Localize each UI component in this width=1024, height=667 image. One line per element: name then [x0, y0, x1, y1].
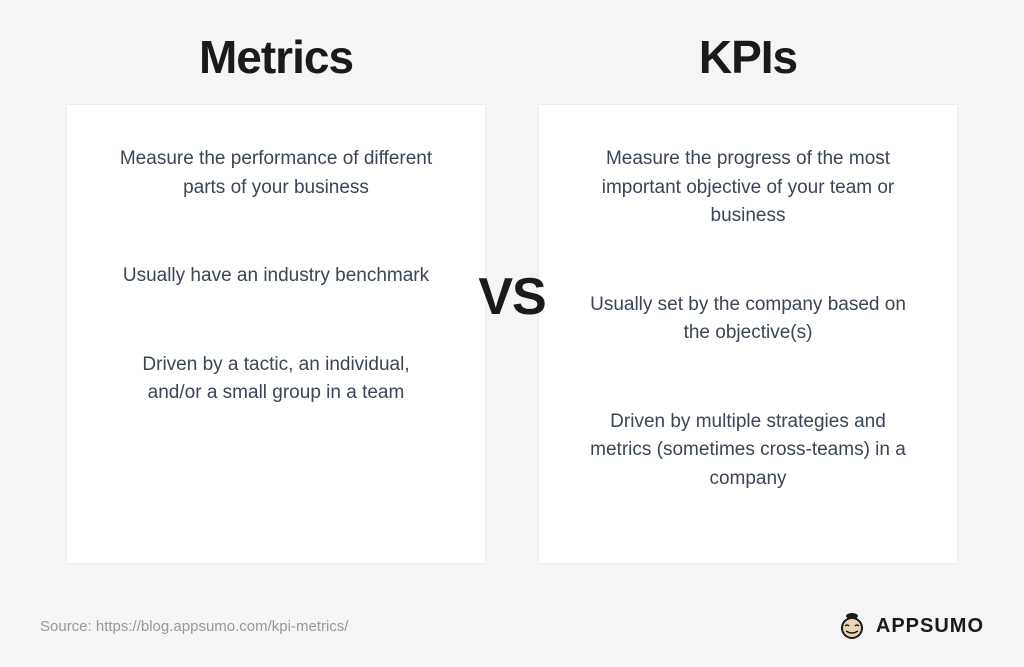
footer: Source: https://blog.appsumo.com/kpi-met…: [40, 610, 984, 642]
right-title: KPIs: [699, 30, 797, 84]
vs-divider: VS: [478, 267, 545, 327]
left-title: Metrics: [199, 30, 353, 84]
brand-logo: APPSUMO: [836, 610, 984, 642]
right-card: Measure the progress of the most importa…: [538, 104, 958, 564]
comparison-container: Metrics Measure the performance of diffe…: [40, 30, 984, 564]
right-item-3: Driven by multiple strategies and metric…: [589, 408, 907, 494]
left-item-3: Driven by a tactic, an individual, and/o…: [117, 351, 435, 408]
source-text: Source: https://blog.appsumo.com/kpi-met…: [40, 618, 348, 635]
right-item-1: Measure the progress of the most importa…: [589, 145, 907, 231]
left-item-1: Measure the performance of different par…: [117, 145, 435, 202]
sumo-icon: [836, 610, 868, 642]
left-item-2: Usually have an industry benchmark: [117, 262, 435, 291]
right-column: KPIs Measure the progress of the most im…: [512, 30, 984, 564]
brand-text: APPSUMO: [876, 615, 984, 638]
right-item-2: Usually set by the company based on the …: [589, 291, 907, 348]
left-card: Measure the performance of different par…: [66, 104, 486, 564]
left-column: Metrics Measure the performance of diffe…: [40, 30, 512, 564]
